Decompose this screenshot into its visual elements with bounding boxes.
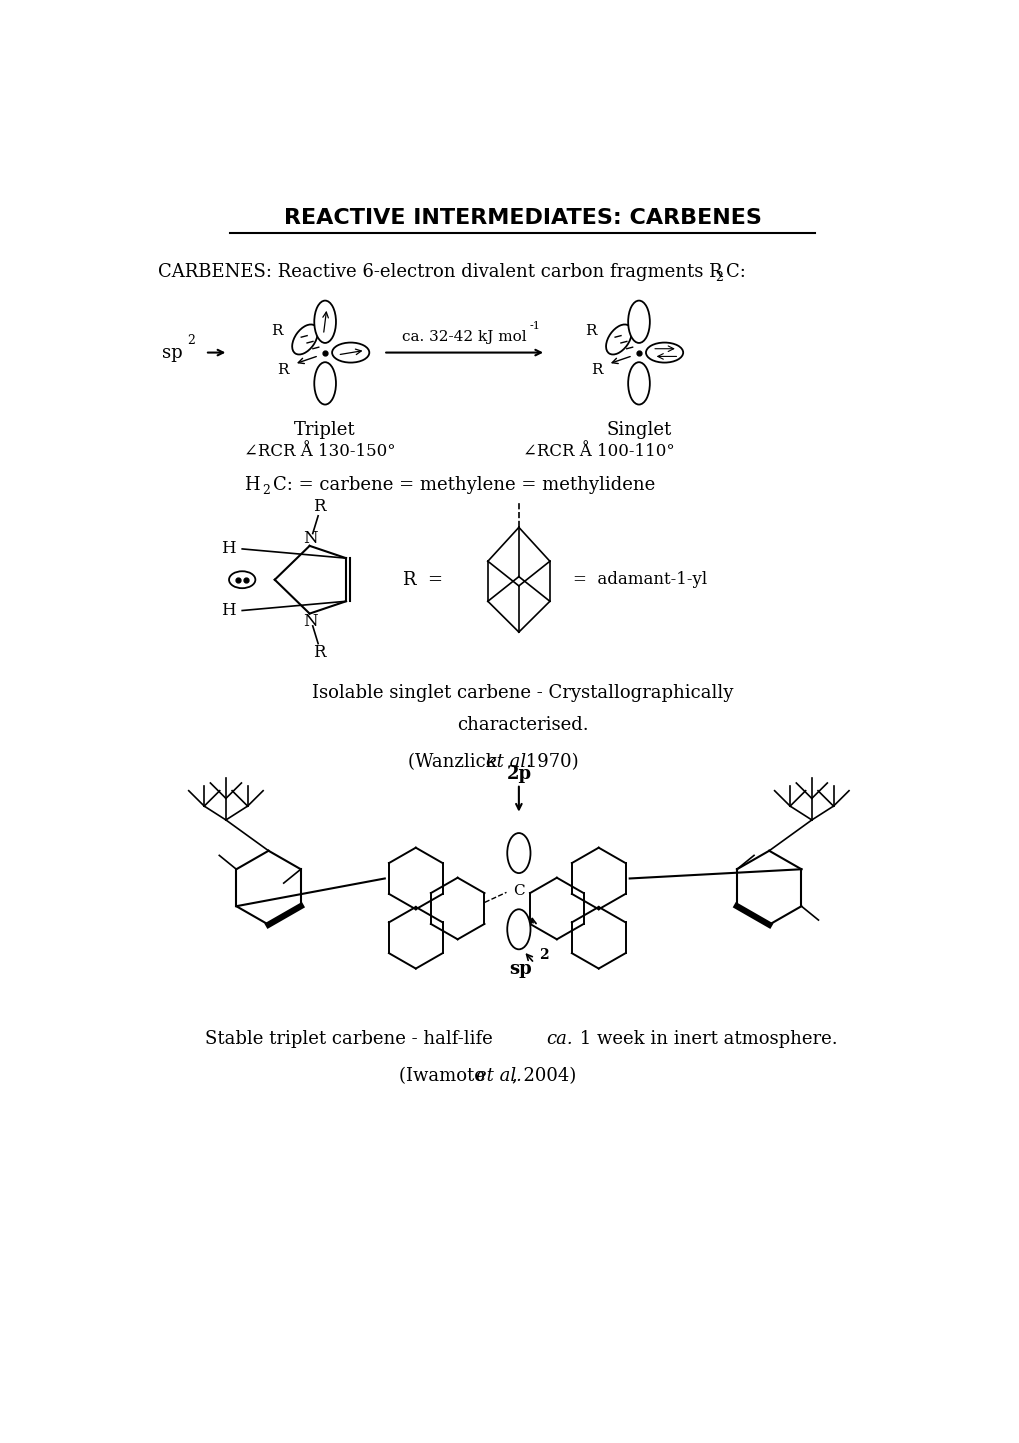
Ellipse shape [628,300,649,343]
Text: C: = carbene = methylene = methylidene: C: = carbene = methylene = methylidene [273,476,655,494]
Text: C:: C: [726,263,745,281]
Text: N: N [303,613,317,629]
Text: (Wanzlick: (Wanzlick [408,753,502,771]
Text: ca. 32-42 kJ mol: ca. 32-42 kJ mol [401,330,527,345]
Text: Singlet: Singlet [605,420,671,439]
Text: Triplet: Triplet [294,420,356,439]
Text: R: R [591,362,602,377]
Ellipse shape [229,571,255,589]
Text: C: C [513,883,524,898]
Text: H: H [244,476,259,494]
Text: ∠RCR Å 130-150°: ∠RCR Å 130-150° [244,443,395,460]
Text: sp: sp [508,961,531,978]
Text: ca.: ca. [545,1030,572,1049]
Text: , 2004): , 2004) [512,1068,576,1085]
Text: sp: sp [162,343,182,362]
Text: et al.: et al. [476,1068,522,1085]
Ellipse shape [314,300,335,343]
Text: H: H [221,602,235,619]
Text: 2p: 2p [505,765,531,782]
Text: 2: 2 [714,271,722,284]
Text: N: N [303,530,317,547]
Text: R: R [271,325,282,338]
Text: R  =: R = [403,571,442,589]
Text: R: R [277,362,288,377]
Text: 2: 2 [538,948,548,962]
Text: R: R [585,325,596,338]
Ellipse shape [506,833,530,873]
Text: 2: 2 [262,483,270,496]
Text: CARBENES: Reactive 6-electron divalent carbon fragments R: CARBENES: Reactive 6-electron divalent c… [158,263,722,281]
Text: et al.: et al. [486,753,532,771]
Text: 1970): 1970) [520,753,579,771]
Ellipse shape [291,325,318,355]
Text: H: H [221,541,235,557]
Text: REACTIVE INTERMEDIATES: CARBENES: REACTIVE INTERMEDIATES: CARBENES [283,208,761,228]
Text: ∠RCR Å 100-110°: ∠RCR Å 100-110° [523,443,674,460]
Text: characterised.: characterised. [457,716,588,734]
Text: 1 week in inert atmosphere.: 1 week in inert atmosphere. [574,1030,837,1049]
Text: =  adamant-1-yl: = adamant-1-yl [573,571,706,589]
Text: (Iwamoto: (Iwamoto [398,1068,490,1085]
Ellipse shape [605,325,631,355]
Ellipse shape [628,362,649,404]
Text: Isolable singlet carbene - Crystallographically: Isolable singlet carbene - Crystallograp… [312,684,733,701]
Ellipse shape [314,362,335,404]
Ellipse shape [506,909,530,949]
Ellipse shape [332,342,369,362]
Text: R: R [313,498,326,515]
Ellipse shape [645,342,683,362]
Text: -1: -1 [529,322,540,332]
Text: Stable triplet carbene - half-life: Stable triplet carbene - half-life [205,1030,498,1049]
Text: R: R [313,645,326,661]
Text: 2: 2 [187,333,195,346]
